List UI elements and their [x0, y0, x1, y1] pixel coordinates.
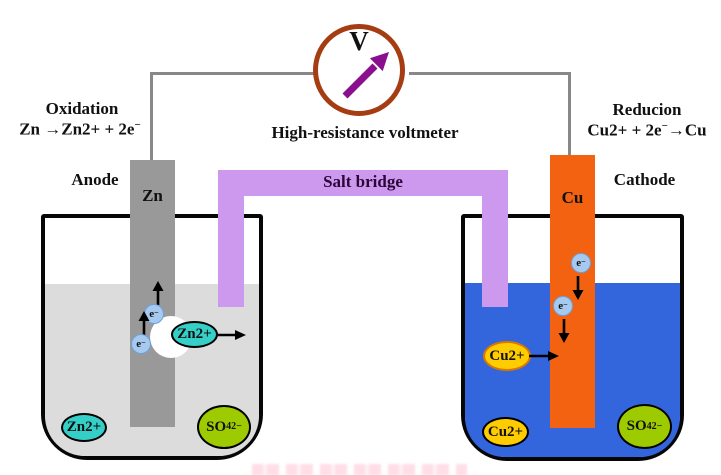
- wire-right-horizontal: [409, 72, 571, 75]
- voltmeter-caption: High-resistance voltmeter: [271, 123, 459, 142]
- cathode-equation: Cu2+ + 2e−→Cu: [573, 120, 721, 140]
- electron-up-arrow-icon: [138, 311, 150, 335]
- salt-bridge-right-leg: [482, 170, 508, 307]
- zinc-ion-moving-label: Zn2+: [177, 326, 212, 342]
- voltmeter-dial: [313, 24, 405, 116]
- zinc-ion-bottom-label: Zn2+: [66, 419, 102, 435]
- copper-electrode: [550, 155, 595, 428]
- electron-up-arrow-icon: [152, 281, 164, 305]
- electron-left-2: e −: [131, 334, 151, 354]
- cathode-equation-post: →Cu: [667, 120, 707, 140]
- sulfate-ion-left: SO 4 2−: [197, 405, 251, 449]
- wire-left-horizontal: [150, 72, 317, 75]
- electron-symbol: e: [558, 299, 564, 312]
- wire-left-vertical: [150, 72, 153, 162]
- electron-left-1: e −: [144, 304, 164, 324]
- watermark-remnant: [252, 464, 467, 475]
- oxidation-label: Oxidation: [45, 99, 119, 118]
- electron-down-arrow-icon: [572, 276, 584, 300]
- zinc-ion-right-arrow-icon: [216, 330, 246, 340]
- salt-bridge-label: Salt bridge: [323, 172, 403, 191]
- sulfate-right-base: SO: [626, 418, 647, 434]
- electron-symbol: e: [149, 307, 155, 320]
- anode-equation-main: Zn →Zn2+ + 2e: [19, 119, 135, 139]
- copper-ion-right-arrow-icon: [529, 351, 559, 361]
- zinc-ion-moving: Zn2+: [171, 321, 218, 348]
- zinc-electrode: [130, 160, 175, 427]
- copper-ion-moving: Cu2+: [483, 341, 531, 371]
- cathode-equation-sup: −: [661, 120, 668, 132]
- zinc-ion-bottom: Zn2+: [61, 413, 107, 442]
- copper-ion-bottom-label: Cu2+: [487, 423, 524, 440]
- anode-label: Anode: [71, 170, 119, 189]
- copper-ion-bottom: Cu2+: [482, 417, 529, 447]
- voltmeter-needle-icon: [342, 52, 389, 99]
- anode-equation: Zn →Zn2+ + 2e−: [4, 119, 156, 139]
- sulfate-ion-right: SO 4 2−: [617, 404, 672, 449]
- voltmeter-symbol: V: [349, 26, 369, 56]
- reduction-label: Reducion: [612, 100, 682, 119]
- electron-right-1: e −: [571, 253, 591, 273]
- sulfate-left-base: SO: [206, 418, 227, 435]
- electron-right-2: e −: [553, 296, 573, 316]
- copper-ion-moving-label: Cu2+: [489, 347, 525, 364]
- copper-electrode-label: Cu: [561, 188, 584, 207]
- salt-bridge-bar: [218, 170, 508, 196]
- zinc-electrode-label: Zn: [142, 186, 163, 205]
- electron-symbol: e: [576, 256, 582, 269]
- electron-symbol: e: [136, 337, 142, 350]
- cathode-label: Cathode: [613, 170, 676, 189]
- electron-down-arrow-icon: [558, 319, 570, 343]
- anode-equation-sup: −: [134, 119, 141, 131]
- wire-right-vertical: [568, 72, 571, 158]
- cathode-equation-pre: Cu2+ + 2e: [587, 120, 662, 140]
- salt-bridge-left-leg: [218, 170, 244, 307]
